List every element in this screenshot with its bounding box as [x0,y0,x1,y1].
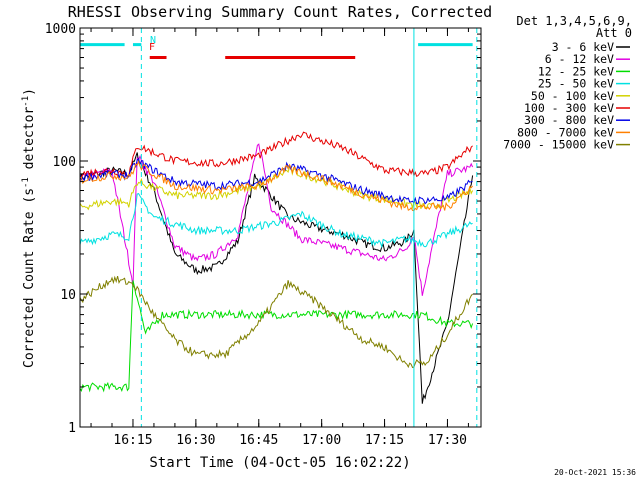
legend-label-3: 25 - 50 keV [538,77,614,91]
legend-label-0: 3 - 6 keV [552,40,614,54]
legend-label-1: 6 - 12 keV [545,52,614,66]
plot-frame [79,27,482,428]
series-line-0 [80,152,474,404]
flag-f: F [149,42,155,53]
overlay-layer [80,28,478,427]
axes: 1 10 100 1000 16:15 16:30 16:45 17:00 17:15 17:30 [45,22,481,448]
y-axis-title-exp2: -1 [21,96,31,107]
series-line-7 [80,160,473,212]
y-axis-title-mid: detector [22,107,37,178]
x-tick-label: 16:15 [113,433,152,448]
legend-label-2: 12 - 25 keV [538,64,614,78]
series-line-1 [80,143,474,296]
x-tick-label: 16:30 [176,433,215,448]
x-tick-label: 17:15 [365,433,404,448]
series-line-8 [80,275,473,369]
legend-label-8: 7000 - 15000 keV [503,138,614,152]
y-axis-title-end: ) [22,88,37,96]
y-tick-label: 1 [68,421,76,436]
series-line-3 [80,193,473,249]
legend-label-4: 50 - 100 keV [531,89,614,103]
legend-label-7: 800 - 7000 keV [517,125,614,139]
series-layer [80,131,474,404]
footer-timestamp: 20-Oct-2021 15:36 [554,468,636,477]
flag-n: N [150,35,156,46]
series-line-6 [80,158,473,205]
legend-header-line2: Att 0 [596,26,632,40]
plot-area [80,28,478,427]
y-tick-label: 100 [53,155,76,170]
series-line-4 [80,166,474,211]
y-axis-title-exp1: -1 [21,177,31,188]
y-axis-title: Corrected Count Rate (s-1 detector-1) [21,88,37,368]
x-tick-label: 17:30 [428,433,467,448]
x-tick-label: 16:45 [239,433,278,448]
chart-title: RHESSI Observing Summary Count Rates, Co… [68,3,492,21]
legend-label-5: 100 - 300 keV [524,101,614,115]
y-tick-label: 1000 [45,22,76,37]
x-axis-title: Start Time (04-Oct-05 16:02:22) [149,455,410,471]
y-tick-label: 10 [60,288,76,303]
x-tick-label: 17:00 [302,433,341,448]
y-axis-title-main: Corrected Count Rate (s [22,188,37,368]
series-line-2 [80,280,474,393]
legend-header-line1: Det 1,3,4,5,6,9, [516,14,632,28]
series-line-5 [80,131,473,179]
legend-label-6: 300 - 800 keV [524,113,614,127]
